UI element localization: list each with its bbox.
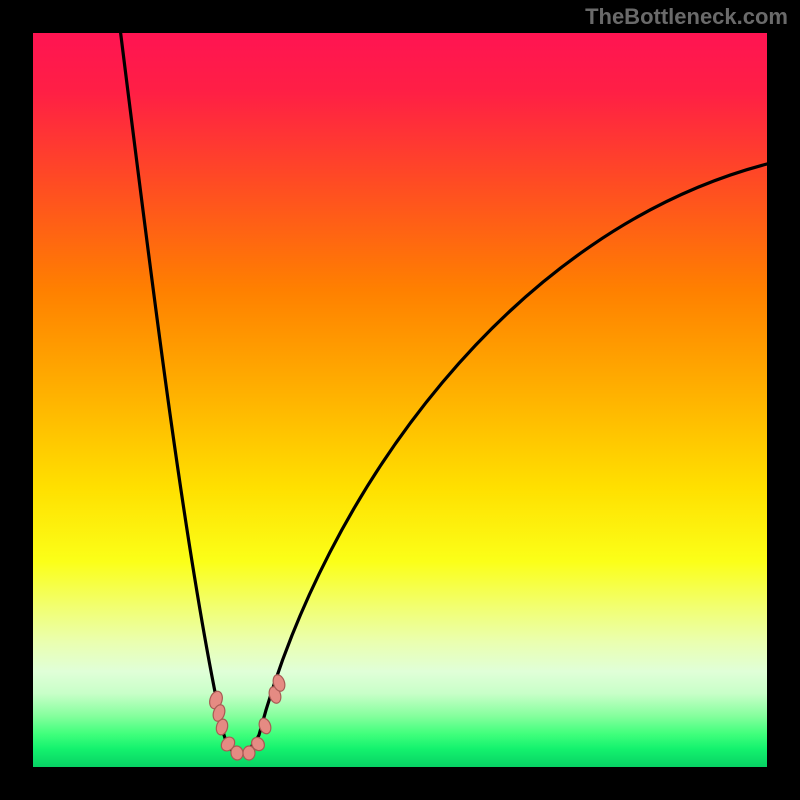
- v-curve: [120, 33, 767, 755]
- watermark-text: TheBottleneck.com: [585, 4, 788, 30]
- plot-area: [33, 33, 767, 767]
- curve-layer: [33, 33, 767, 767]
- marker-group: [208, 673, 287, 761]
